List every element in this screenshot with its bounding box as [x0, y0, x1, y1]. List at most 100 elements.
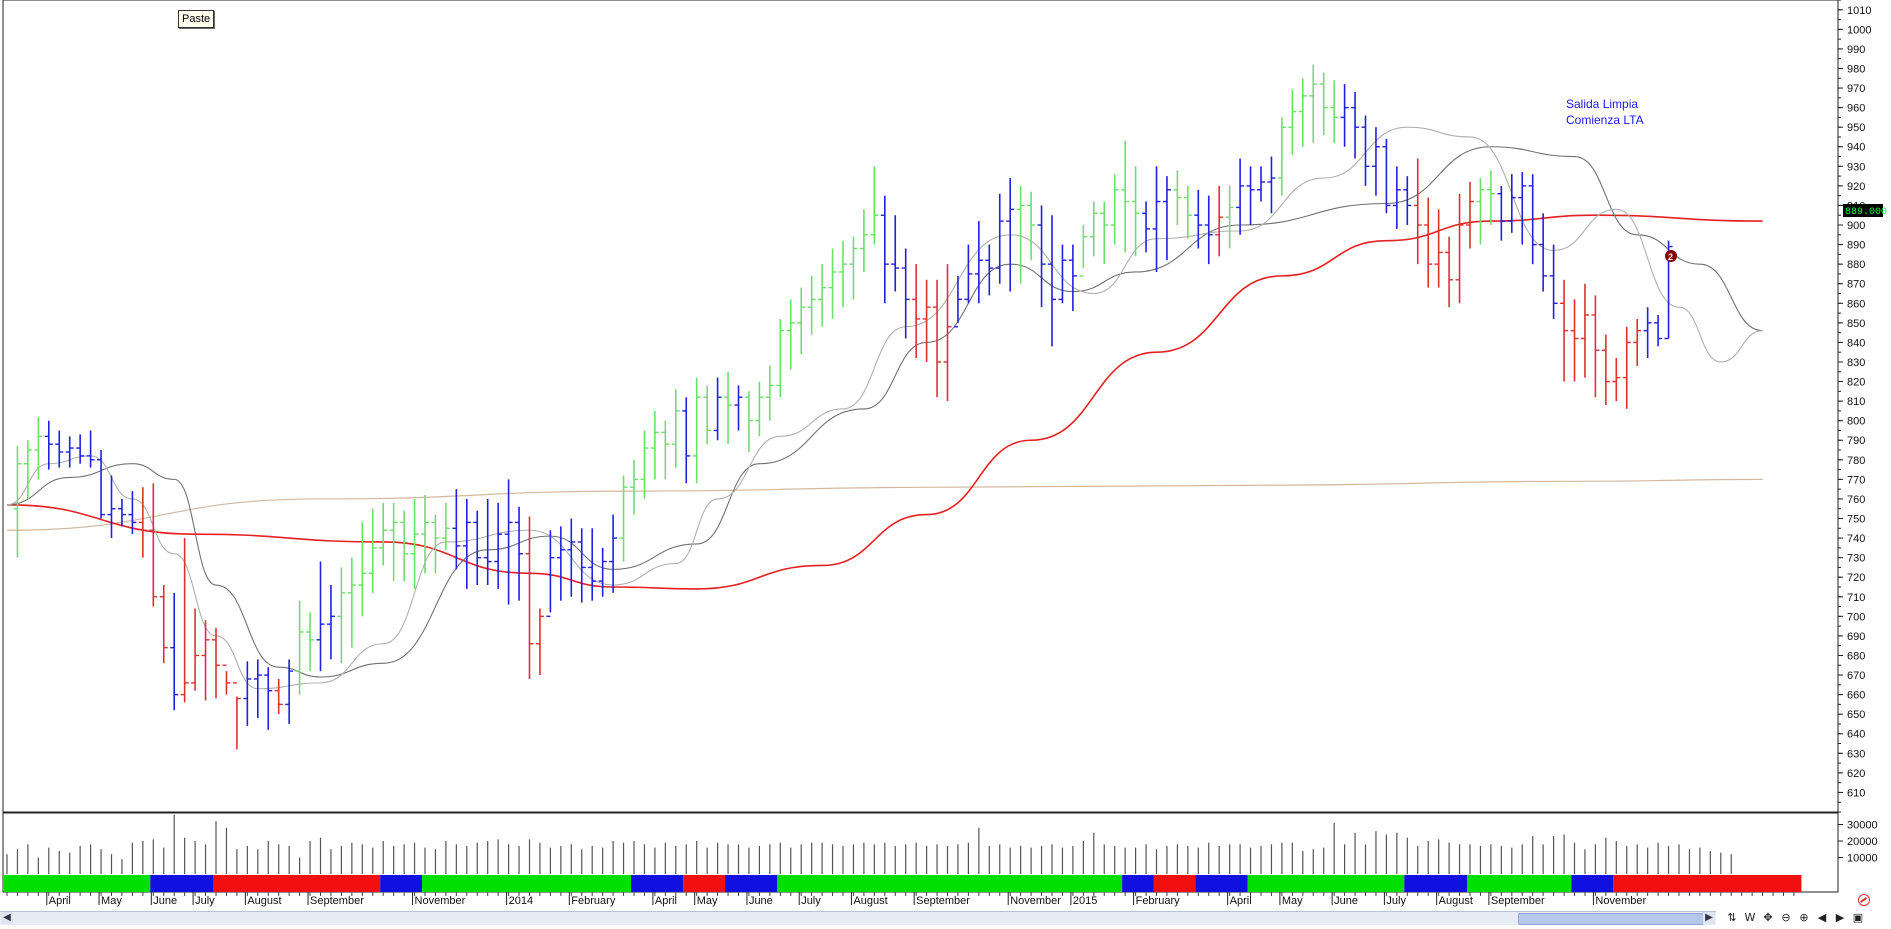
ohlc-bars: [13, 64, 1673, 750]
price-tick-label: 990: [1847, 44, 1865, 56]
maximize-icon[interactable]: ▣: [1852, 911, 1864, 924]
trend-band: [4, 875, 1802, 892]
scroll-left-icon[interactable]: ◀: [1, 912, 13, 924]
chart-frame: [2, 0, 1839, 893]
price-tick-label: 790: [1847, 435, 1865, 447]
price-tick-label: 940: [1847, 142, 1865, 154]
date-tick-label: November: [415, 895, 466, 907]
price-tick-label: 860: [1847, 298, 1865, 310]
chart-navigation-toolbar: ⇅ W ✥ ⊖ ⊕ ◀ ▶ ▣: [1725, 910, 1865, 926]
price-tick-label: 700: [1847, 611, 1865, 623]
paste-button[interactable]: Paste: [178, 10, 215, 28]
last-price-label: 889.000: [1845, 207, 1887, 218]
price-tick-label: 690: [1847, 631, 1865, 643]
price-tick-label: 880: [1847, 259, 1865, 271]
scrollbar-thumb[interactable]: [1518, 913, 1704, 925]
price-tick-label: 930: [1847, 161, 1865, 173]
price-tick-label: 780: [1847, 455, 1865, 467]
trend-band-segment: [150, 875, 213, 892]
date-tick-label: June: [153, 895, 177, 907]
annotation-line-1: Salida Limpia: [1566, 97, 1639, 111]
price-tick-label: 640: [1847, 729, 1865, 741]
price-tick-label: 900: [1847, 220, 1865, 232]
price-tick-label: 800: [1847, 416, 1865, 428]
date-tick-label: November: [1595, 895, 1646, 907]
date-tick-label: August: [853, 895, 887, 907]
scroll-right-icon[interactable]: ▶: [1703, 912, 1715, 924]
price-tick-label: 620: [1847, 768, 1865, 780]
price-tick-label: 960: [1847, 103, 1865, 115]
date-tick-label: September: [310, 895, 364, 907]
scroll-left-end-icon[interactable]: ◀: [1817, 911, 1827, 924]
trend-band-segment: [422, 875, 631, 892]
trend-band-segment: [1571, 875, 1614, 892]
price-tick-label: 650: [1847, 709, 1865, 721]
signal-marker: [1665, 250, 1677, 262]
trend-band-segment: [213, 875, 381, 892]
last-price-tag-group: 889.000: [1843, 204, 1887, 218]
date-tick-label: February: [571, 895, 616, 907]
trend-band-segment: [1247, 875, 1405, 892]
price-tick-label: 680: [1847, 650, 1865, 662]
date-tick-label: August: [247, 895, 281, 907]
date-tick-label: 2014: [509, 895, 533, 907]
price-tick-label: 740: [1847, 533, 1865, 545]
trend-band-segment: [380, 875, 422, 892]
weekly-icon[interactable]: W: [1744, 911, 1756, 924]
price-tick-label: 720: [1847, 572, 1865, 584]
trend-band-segment: [1195, 875, 1248, 892]
zoom-in-icon[interactable]: ⊕: [1799, 911, 1809, 924]
price-tick-label: 750: [1847, 514, 1865, 526]
price-tick-label: 970: [1847, 83, 1865, 95]
date-tick-label: June: [749, 895, 773, 907]
trend-band-segment: [777, 875, 1123, 892]
price-tick-label: 890: [1847, 240, 1865, 252]
price-tick-label: 840: [1847, 337, 1865, 349]
volume-panel: [6, 814, 1732, 874]
horizontal-scrollbar[interactable]: [0, 911, 1716, 925]
price-tick-label: 1000: [1847, 24, 1871, 36]
trend-band-segment: [4, 875, 151, 892]
price-tick-label: 630: [1847, 748, 1865, 760]
ma-flat-line: [6, 478, 1763, 531]
price-tick-label: 810: [1847, 396, 1865, 408]
price-tick-label: 760: [1847, 494, 1865, 506]
price-tick-label: 1010: [1847, 5, 1871, 17]
trend-band-segment: [1613, 875, 1802, 892]
date-tick-label: November: [1010, 895, 1061, 907]
date-tick-label: September: [916, 895, 970, 907]
ma-mid-line: [6, 146, 1763, 678]
scroll-right-end-icon[interactable]: ▶: [1835, 911, 1845, 924]
price-tick-label: 730: [1847, 553, 1865, 565]
date-tick-label: April: [1230, 895, 1252, 907]
date-tick-label: May: [101, 895, 122, 907]
trend-band-segment: [631, 875, 684, 892]
pan-icon[interactable]: ✥: [1763, 911, 1773, 924]
trend-band-segment: [1122, 875, 1154, 892]
date-tick-label: June: [1334, 895, 1358, 907]
price-tick-label: 610: [1847, 787, 1865, 799]
volume-tick-label: 20000: [1847, 836, 1878, 848]
marker-2: 2: [1665, 250, 1677, 262]
ma-long-line: [6, 214, 1763, 590]
trend-band-segment: [1467, 875, 1572, 892]
date-tick-label: April: [655, 895, 677, 907]
signal-marker-label: 2: [1668, 252, 1673, 262]
trend-band-segment: [683, 875, 726, 892]
volume-tick-label: 30000: [1847, 820, 1878, 832]
trend-band-segment: [1153, 875, 1196, 892]
price-tick-label: 770: [1847, 474, 1865, 486]
price-tick-label: 850: [1847, 318, 1865, 330]
date-tick-label: May: [1282, 895, 1303, 907]
price-tick-label: 820: [1847, 377, 1865, 389]
date-tick-label: September: [1491, 895, 1545, 907]
stop-icon[interactable]: [1858, 894, 1870, 906]
price-tick-label: 710: [1847, 592, 1865, 604]
price-tick-label: 980: [1847, 63, 1865, 75]
zoom-out-icon[interactable]: ⊖: [1781, 911, 1791, 924]
period-switch-icon[interactable]: ⇅: [1727, 911, 1737, 924]
price-tick-label: 830: [1847, 357, 1865, 369]
price-tick-label: 950: [1847, 122, 1865, 134]
date-tick-label: July: [801, 895, 821, 907]
